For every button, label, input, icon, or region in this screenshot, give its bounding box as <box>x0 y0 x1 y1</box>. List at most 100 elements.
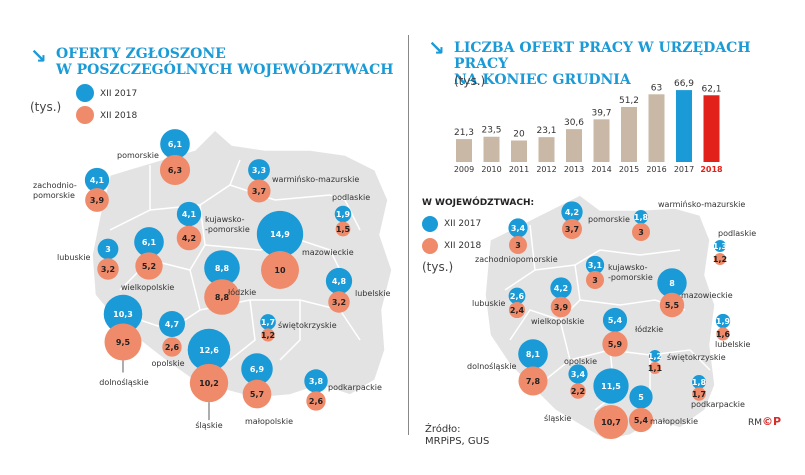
bar-value-label: 20 <box>513 130 525 140</box>
region-label-wielkopolskie: wielkopolskie <box>121 283 174 292</box>
right-legend-dot-blue <box>422 216 438 232</box>
bubble-2018-wielkopolskie <box>135 252 163 280</box>
bubble-2017-małopolskie <box>629 385 653 409</box>
bar-category-label: 2018 <box>700 165 723 174</box>
bubble-2018-value: 6,3 <box>168 166 182 175</box>
bubble-2018-value: 5,9 <box>608 340 623 349</box>
bar-category-label: 2015 <box>619 165 639 174</box>
bubble-2017-podkarpackie <box>304 369 328 393</box>
bubble-2017-value: 4,7 <box>165 320 179 329</box>
region-label-zachodniopomorskie: zachodniopomorskie <box>475 255 558 264</box>
bubble-2018-value: 3,9 <box>554 303 569 312</box>
region-label-kujawsko-pomorskie: -pomorskie <box>205 225 250 234</box>
right-title-line1: LICZBA OFERT PRACY W URZĘDACH PRACY <box>454 40 751 72</box>
bubble-2017-value: 4,8 <box>332 277 347 286</box>
bar-value-label: 62,1 <box>701 84 721 94</box>
bubble-2017-lubelskie <box>325 267 353 295</box>
bubble-2017-świętokrzyskie <box>260 314 276 330</box>
region-label-podlaskie: podlaskie <box>718 229 756 238</box>
bubble-2018-value: 10,2 <box>199 379 219 388</box>
bubble-2017-value: 4,1 <box>90 176 105 185</box>
right-map-unit: (tys.) <box>422 260 454 274</box>
arrow-icon: ↘ <box>30 44 47 68</box>
bubble-2018-podkarpackie <box>692 387 706 401</box>
bar-2016 <box>648 94 665 162</box>
bubble-2017-value: 3,1 <box>588 261 603 270</box>
bubble-2017-śląskie <box>593 368 629 404</box>
bubble-2017-łódzkie <box>204 250 240 286</box>
bar-category-label: 2017 <box>674 165 694 174</box>
bubble-2018-value: 1,6 <box>716 330 731 339</box>
right-map-title: W WOJEWÓDZTWACH: <box>422 198 535 208</box>
bar-value-label: 63 <box>651 83 662 93</box>
bubble-2018-zachodnio-pomorskie <box>85 188 109 212</box>
bubble-2018-value: 2,4 <box>510 306 525 315</box>
bubble-2017-value: 6,1 <box>168 140 183 149</box>
region-label-opolskie: opolskie <box>151 359 184 368</box>
bubble-2017-value: 5 <box>638 393 644 402</box>
bubble-2017-podkarpackie <box>692 375 706 389</box>
bubble-2018-value: 3,7 <box>252 187 266 196</box>
right-legend-label-2018: XII 2018 <box>444 241 482 251</box>
bar-category-label: 2011 <box>509 165 529 174</box>
bar-value-label: 23,1 <box>536 126 556 136</box>
bubble-2018-świętokrzyskie <box>649 362 661 374</box>
bubble-2018-małopolskie <box>242 379 272 409</box>
bubble-2018-value: 7,8 <box>526 377 541 386</box>
right-title-line2: NA KONIEC GRUDNIA <box>454 72 631 88</box>
bubble-2018-warmińsko-mazurskie <box>247 179 271 203</box>
credit: RM <box>748 418 763 428</box>
left-bubbles: 6,1 6,3 pomorskie 4,1 3,9 zachodnio-pomorskie… <box>33 129 391 430</box>
region-label-podkarpackie: podkarpackie <box>691 400 745 409</box>
region-label-opolskie: opolskie <box>564 357 597 366</box>
bar-value-label: 23,5 <box>481 126 501 136</box>
bar-value-label: 30,6 <box>564 118 584 128</box>
bubble-2017-śląskie <box>187 328 231 372</box>
region-label-kujawsko-pomorskie: -pomorskie <box>608 273 653 282</box>
bubble-2017-value: 1,3 <box>713 242 727 251</box>
region-label-pomorskie: pomorskie <box>588 215 630 224</box>
bubble-2017-zachodniopomorskie <box>508 218 528 238</box>
region-label-podlaskie: podlaskie <box>332 193 370 202</box>
bubble-2017-kujawsko-pomorskie <box>176 201 202 227</box>
bubble-2018-value: 4,2 <box>182 234 196 243</box>
bubble-2017-wielkopolskie <box>134 227 164 257</box>
region-label-kujawsko-pomorskie: kujawsko- <box>205 215 245 224</box>
bubble-2018-value: 2,2 <box>571 387 585 396</box>
region-label-śląskie: śląskie <box>195 420 222 430</box>
bubble-2018-value: 1,2 <box>261 331 275 340</box>
bubble-2018-lubuskie <box>97 258 119 280</box>
region-label-dolnośląskie: dolnośląskie <box>467 361 516 371</box>
bar-value-label: 66,9 <box>674 79 694 89</box>
legend-label-2017: XII 2017 <box>100 89 138 99</box>
bubble-2017-łódzkie <box>602 307 628 333</box>
bubble-2017-value: 3,4 <box>511 224 526 233</box>
bubble-2018-opolskie <box>162 337 182 357</box>
region-label-zachodnio-pomorskie: zachodnio- <box>33 181 77 190</box>
bubble-2017-lubelskie <box>715 313 731 329</box>
right-legend-dot-salmon <box>422 238 438 254</box>
bubble-2017-wielkopolskie <box>550 277 572 299</box>
source-line1: Źródło: <box>425 424 461 435</box>
region-label-małopolskie: małopolskie <box>245 417 293 426</box>
bubble-2018-małopolskie <box>628 407 654 433</box>
bubble-2017-value: 4,1 <box>182 210 197 219</box>
bubble-2017-podlaskie <box>334 205 352 223</box>
region-label-podkarpackie: podkarpackie <box>328 383 382 392</box>
bubble-2018-value: 9,5 <box>116 338 131 347</box>
bubble-2017-value: 1,9 <box>716 317 731 326</box>
bubble-2017-value: 12,6 <box>199 346 219 355</box>
region-label-łódzkie: łódzkie <box>228 287 256 297</box>
region-label-łódzkie: łódzkie <box>635 324 663 334</box>
left-title: OFERTY ZGŁOSZONE W POSZCZEGÓLNYCH WOJEWÓ… <box>56 46 393 78</box>
bubble-2017-warmińsko-mazurskie <box>248 159 270 181</box>
logo: ©P <box>762 415 782 428</box>
bubble-2018-kujawsko-pomorskie <box>585 270 605 290</box>
bubble-2018-value: 5,5 <box>665 301 680 310</box>
left-title-line1: OFERTY ZGŁOSZONE <box>56 46 226 62</box>
left-title-line2: W POSZCZEGÓLNYCH WOJEWÓDZTWACH <box>56 62 394 78</box>
bar-2018 <box>703 95 720 162</box>
bubble-2017-value: 2,6 <box>510 292 525 301</box>
bubble-2018-value: 2,6 <box>309 397 324 406</box>
bubble-2017-value: 3,8 <box>309 377 324 386</box>
